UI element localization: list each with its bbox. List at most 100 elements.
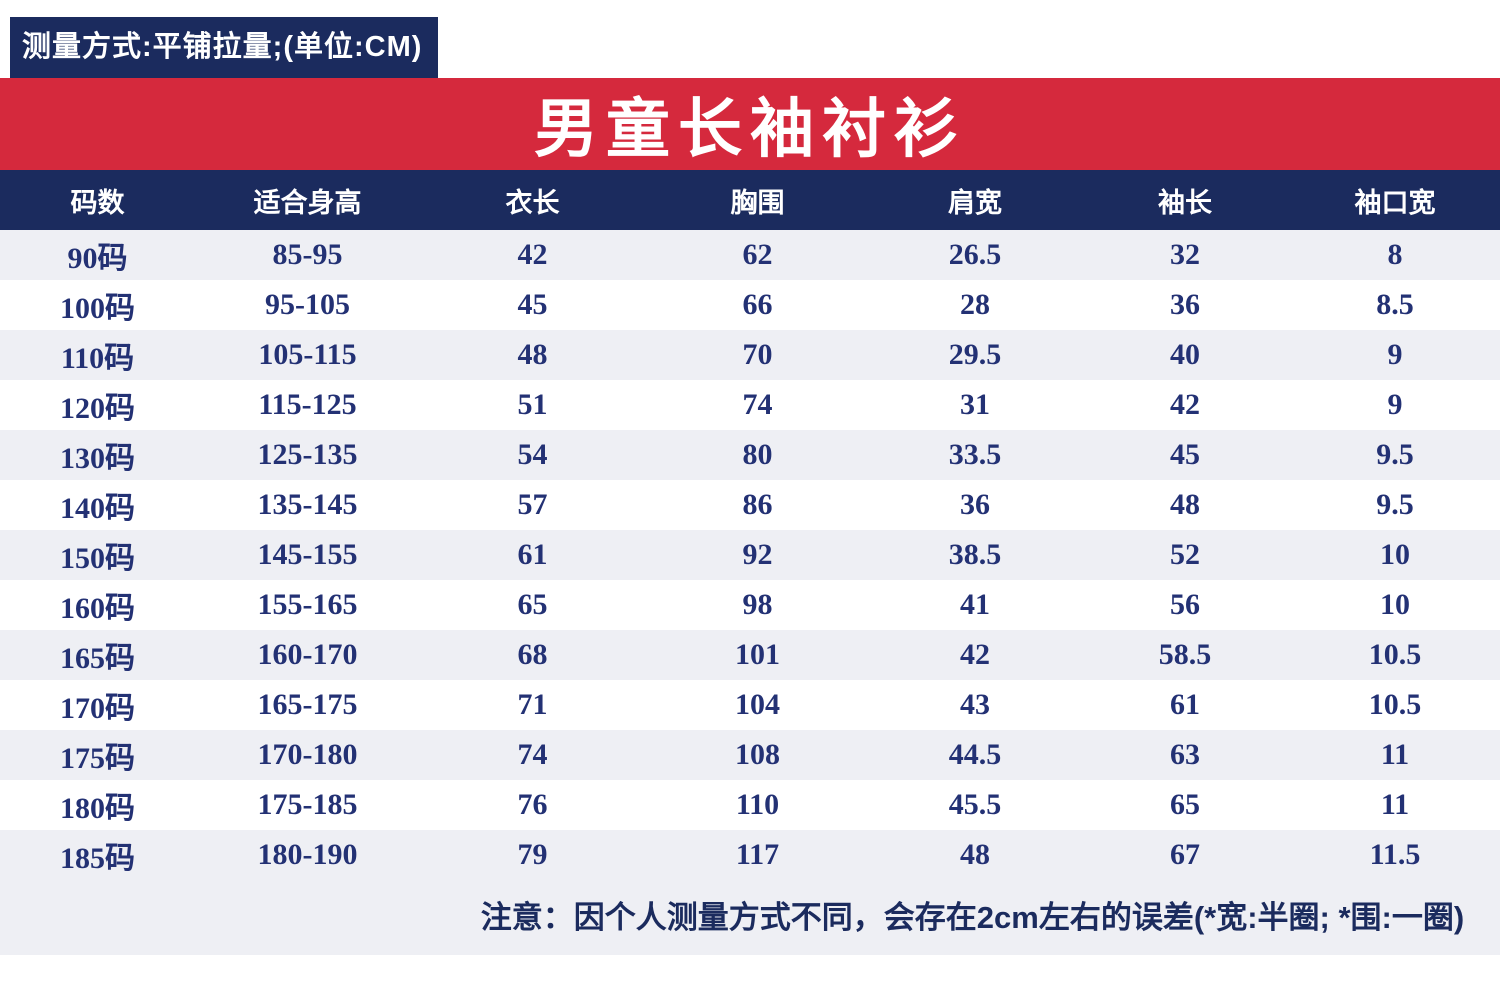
size-cell: 140码 [60,492,135,525]
value-cell: 56 [1170,588,1200,621]
value-cell: 70 [742,338,773,371]
size-cell: 180码 [60,792,135,825]
size-cell: 165码 [60,642,135,675]
value-cell: 54 [517,438,548,471]
table-row: 180码 175-185 76 110 45.5 65 11 [0,780,1500,830]
value-cell: 10.5 [1368,688,1422,721]
value-cell: 33.5 [948,438,1002,471]
table-row: 185码 180-190 79 117 48 67 11.5 [0,830,1500,880]
value-cell: 10 [1380,538,1410,571]
value-cell: 36 [1170,288,1200,321]
size-cell: 110码 [60,342,135,375]
value-cell: 11.5 [1369,838,1421,871]
value-cell: 170-180 [257,738,358,771]
value-cell: 45 [1170,438,1200,471]
size-cell: 170码 [60,692,135,725]
value-cell: 92 [742,538,773,571]
table-row: 165码 160-170 68 101 42 58.5 10.5 [0,630,1500,680]
value-cell: 28 [960,288,990,321]
value-cell: 45.5 [948,788,1002,821]
header-shoulder: 肩宽 [948,187,1002,218]
value-cell: 42 [517,238,548,271]
table-row: 110码 105-115 48 70 29.5 40 9 [0,330,1500,380]
value-cell: 86 [742,488,773,521]
value-cell: 51 [517,388,548,421]
value-cell: 36 [960,488,990,521]
value-cell: 42 [1170,388,1200,421]
value-cell: 45 [517,288,548,321]
value-cell: 57 [517,488,548,521]
measure-method-text: 测量方式:平铺拉量;(单位:CM) [22,31,423,63]
value-cell: 65 [517,588,548,621]
value-cell: 145-155 [257,538,358,571]
value-cell: 48 [1170,488,1200,521]
value-cell: 74 [517,738,548,771]
value-cell: 95-105 [265,288,350,321]
value-cell: 74 [742,388,773,421]
value-cell: 32 [1170,238,1200,271]
header-chest: 胸围 [730,187,785,218]
table-row: 100码 95-105 45 66 28 36 8.5 [0,280,1500,330]
value-cell: 52 [1170,538,1200,571]
value-cell: 43 [960,688,990,721]
value-cell: 108 [735,738,780,771]
value-cell: 44.5 [948,738,1002,771]
value-cell: 48 [517,338,548,371]
value-cell: 155-165 [257,588,358,621]
value-cell: 65 [1170,788,1200,821]
value-cell: 125-135 [257,438,358,471]
value-cell: 61 [517,538,548,571]
value-cell: 76 [517,788,548,821]
header-cuff-width: 袖口宽 [1354,187,1436,218]
table-row: 175码 170-180 74 108 44.5 63 11 [0,730,1500,780]
value-cell: 71 [517,688,548,721]
value-cell: 9.5 [1376,488,1414,521]
value-cell: 10.5 [1368,638,1422,671]
value-cell: 31 [960,388,990,421]
header-sleeve-length: 袖长 [1158,187,1212,218]
table-row: 90码 85-95 42 62 26.5 32 8 [0,230,1500,280]
size-cell: 175码 [60,742,135,775]
value-cell: 9 [1387,338,1403,371]
value-cell: 11 [1380,738,1410,771]
value-cell: 115-125 [258,388,357,421]
value-cell: 105-115 [258,338,357,371]
value-cell: 9 [1387,388,1403,421]
value-cell: 8.5 [1376,288,1414,321]
size-cell: 120码 [60,392,135,425]
value-cell: 42 [960,638,990,671]
value-cell: 26.5 [948,238,1002,271]
measure-method-box: 测量方式:平铺拉量;(单位:CM) [10,17,438,78]
value-cell: 58.5 [1158,638,1212,671]
header-height-range: 适合身高 [253,187,362,218]
size-cell: 90码 [67,242,128,275]
value-cell: 160-170 [257,638,358,671]
value-cell: 180-190 [257,838,358,871]
value-cell: 135-145 [257,488,358,521]
value-cell: 41 [960,588,990,621]
table-row: 150码 145-155 61 92 38.5 52 10 [0,530,1500,580]
value-cell: 68 [517,638,548,671]
size-cell: 130码 [60,442,135,475]
value-cell: 165-175 [257,688,358,721]
footer-note: 注意：因个人测量方式不同，会存在2cm左右的误差(*宽:半圈; *围:一圈) [0,880,1500,955]
size-cell: 100码 [60,292,135,325]
page-title: 男童长袖衬衫 [534,94,966,165]
value-cell: 117 [735,838,780,871]
value-cell: 110 [735,788,780,821]
value-cell: 101 [735,638,780,671]
value-cell: 48 [960,838,990,871]
value-cell: 38.5 [948,538,1002,571]
table-row: 170码 165-175 71 104 43 61 10.5 [0,680,1500,730]
table-row: 120码 115-125 51 74 31 42 9 [0,380,1500,430]
value-cell: 63 [1170,738,1200,771]
value-cell: 9.5 [1376,438,1414,471]
header-garment-length: 衣长 [505,187,560,218]
table-row: 140码 135-145 57 86 36 48 9.5 [0,480,1500,530]
value-cell: 29.5 [948,338,1002,371]
value-cell: 8 [1387,238,1403,271]
size-cell: 150码 [60,542,135,575]
header-size: 码数 [70,187,125,218]
value-cell: 11 [1380,788,1410,821]
